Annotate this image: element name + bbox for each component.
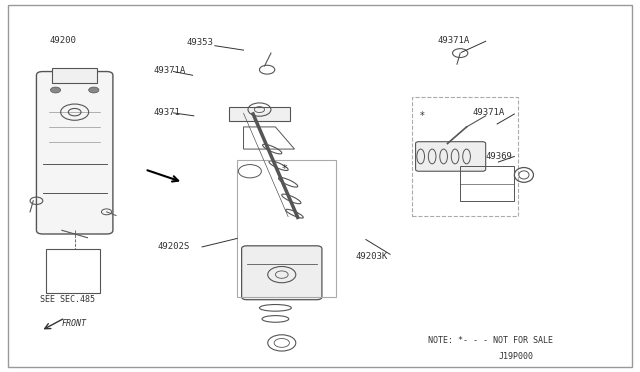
Text: NOTE: *- - - NOT FOR SALE: NOTE: *- - - NOT FOR SALE [428,336,554,345]
Bar [46,249,100,293]
Text: *: * [420,111,424,121]
Circle shape [51,87,61,93]
Bar [460,166,515,201]
FancyBboxPatch shape [242,246,322,300]
Text: 49371A: 49371A [473,108,505,117]
Text: *: * [282,164,288,174]
Text: FRONT: FRONT [62,319,87,328]
Text: 49371: 49371 [153,108,180,117]
Text: 49369: 49369 [486,152,513,161]
Text: 49202S: 49202S [157,243,189,251]
Text: 49203K: 49203K [355,251,387,261]
Text: 49353: 49353 [186,38,213,46]
Bar [52,68,97,83]
Text: J19P000: J19P000 [499,352,533,361]
Bar [412,97,518,215]
Bar [229,108,290,121]
FancyBboxPatch shape [36,71,113,234]
Text: 49371A: 49371A [153,66,186,75]
Text: SEE SEC.485: SEE SEC.485 [40,295,95,304]
Text: 49200: 49200 [49,36,76,45]
Bar [237,160,336,297]
FancyBboxPatch shape [415,142,486,171]
Circle shape [89,87,99,93]
Text: 49371A: 49371A [438,36,470,45]
